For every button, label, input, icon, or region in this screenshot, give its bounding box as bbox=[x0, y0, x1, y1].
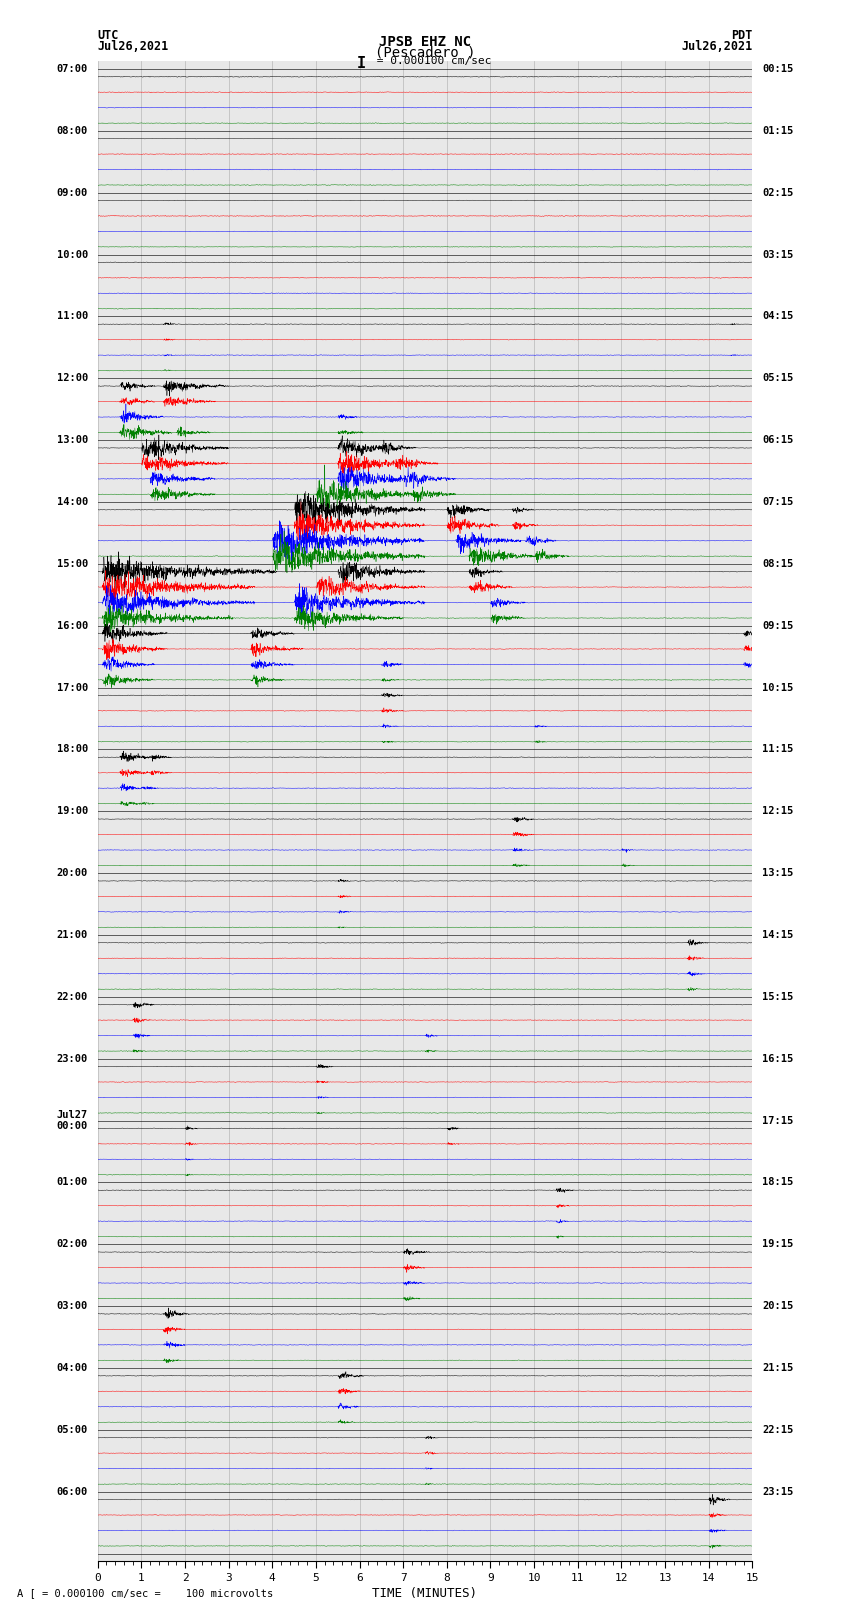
Text: 02:15: 02:15 bbox=[762, 187, 793, 198]
Text: 10:00: 10:00 bbox=[57, 250, 88, 260]
Text: 17:15: 17:15 bbox=[762, 1116, 793, 1126]
Text: 16:00: 16:00 bbox=[57, 621, 88, 631]
Text: JPSB EHZ NC: JPSB EHZ NC bbox=[379, 35, 471, 50]
Text: 00:15: 00:15 bbox=[762, 65, 793, 74]
Text: 01:00: 01:00 bbox=[57, 1177, 88, 1187]
Text: = 0.000100 cm/sec: = 0.000100 cm/sec bbox=[370, 56, 491, 66]
Text: 04:00: 04:00 bbox=[57, 1363, 88, 1373]
Text: 11:00: 11:00 bbox=[57, 311, 88, 321]
Text: 09:00: 09:00 bbox=[57, 187, 88, 198]
Text: 19:00: 19:00 bbox=[57, 806, 88, 816]
Text: 11:15: 11:15 bbox=[762, 745, 793, 755]
Text: 08:00: 08:00 bbox=[57, 126, 88, 135]
Text: 23:15: 23:15 bbox=[762, 1487, 793, 1497]
Text: 21:00: 21:00 bbox=[57, 931, 88, 940]
Text: 07:15: 07:15 bbox=[762, 497, 793, 506]
Text: 05:00: 05:00 bbox=[57, 1424, 88, 1436]
Text: 17:00: 17:00 bbox=[57, 682, 88, 692]
Text: I: I bbox=[357, 56, 366, 71]
Text: 22:15: 22:15 bbox=[762, 1424, 793, 1436]
Text: 20:00: 20:00 bbox=[57, 868, 88, 877]
Text: 05:15: 05:15 bbox=[762, 373, 793, 384]
Text: 22:00: 22:00 bbox=[57, 992, 88, 1002]
Text: 13:00: 13:00 bbox=[57, 436, 88, 445]
Text: 16:15: 16:15 bbox=[762, 1053, 793, 1065]
Text: 13:15: 13:15 bbox=[762, 868, 793, 877]
Text: 03:00: 03:00 bbox=[57, 1302, 88, 1311]
Text: Jul27
00:00: Jul27 00:00 bbox=[57, 1110, 88, 1131]
Text: (Pescadero ): (Pescadero ) bbox=[375, 45, 475, 60]
Text: 21:15: 21:15 bbox=[762, 1363, 793, 1373]
Text: 07:00: 07:00 bbox=[57, 65, 88, 74]
Text: 04:15: 04:15 bbox=[762, 311, 793, 321]
Text: 15:15: 15:15 bbox=[762, 992, 793, 1002]
Text: Jul26,2021: Jul26,2021 bbox=[681, 40, 752, 53]
Text: 12:00: 12:00 bbox=[57, 373, 88, 384]
Text: 08:15: 08:15 bbox=[762, 558, 793, 569]
Text: 14:00: 14:00 bbox=[57, 497, 88, 506]
Text: 03:15: 03:15 bbox=[762, 250, 793, 260]
Text: 14:15: 14:15 bbox=[762, 931, 793, 940]
Text: 20:15: 20:15 bbox=[762, 1302, 793, 1311]
Text: 23:00: 23:00 bbox=[57, 1053, 88, 1065]
Text: 19:15: 19:15 bbox=[762, 1239, 793, 1250]
Text: 18:15: 18:15 bbox=[762, 1177, 793, 1187]
Text: 15:00: 15:00 bbox=[57, 558, 88, 569]
Text: 02:00: 02:00 bbox=[57, 1239, 88, 1250]
Text: 09:15: 09:15 bbox=[762, 621, 793, 631]
Text: UTC: UTC bbox=[98, 29, 119, 42]
Text: A [ = 0.000100 cm/sec =    100 microvolts: A [ = 0.000100 cm/sec = 100 microvolts bbox=[17, 1589, 273, 1598]
Text: Jul26,2021: Jul26,2021 bbox=[98, 40, 169, 53]
Text: 01:15: 01:15 bbox=[762, 126, 793, 135]
Text: 06:15: 06:15 bbox=[762, 436, 793, 445]
Text: PDT: PDT bbox=[731, 29, 752, 42]
X-axis label: TIME (MINUTES): TIME (MINUTES) bbox=[372, 1587, 478, 1600]
Text: 12:15: 12:15 bbox=[762, 806, 793, 816]
Text: 06:00: 06:00 bbox=[57, 1487, 88, 1497]
Text: 18:00: 18:00 bbox=[57, 745, 88, 755]
Text: 10:15: 10:15 bbox=[762, 682, 793, 692]
